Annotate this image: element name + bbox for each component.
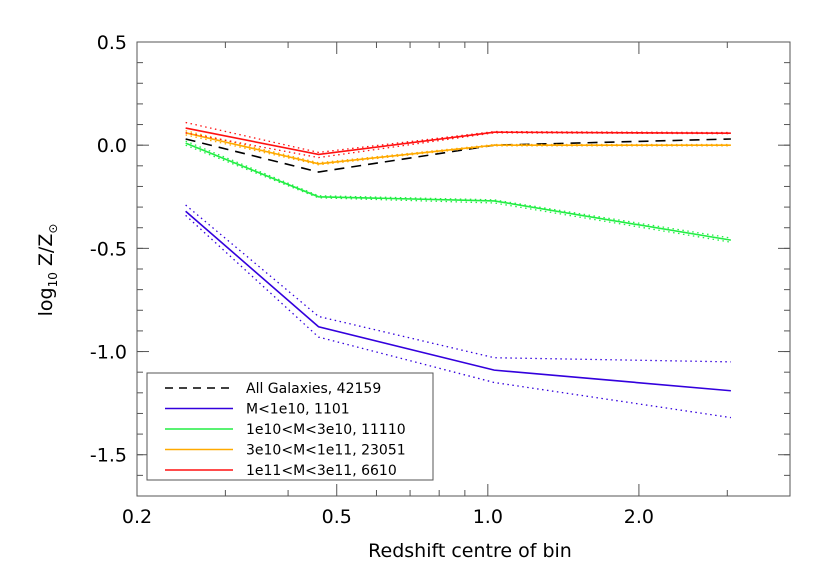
x-tick-label: 1.0: [473, 506, 503, 528]
series-line: [185, 142, 732, 241]
error-lower-line: [185, 134, 731, 166]
y-axis-label: log10 Z/Z⊙: [35, 224, 60, 317]
axes: 0.2 0.5 1.0 2.0 0.5 0.0 -0.5 -1.0 -1.5: [90, 32, 791, 528]
legend-label: M<1e10, 1101: [246, 402, 350, 418]
legend-label: All Galaxies, 42159: [246, 381, 381, 397]
y-tick-label: -1.0: [90, 342, 127, 364]
y-tick-label: 0.0: [97, 135, 127, 157]
x-tick-label: 0.2: [122, 506, 152, 528]
legend-label: 1e11<M<3e11, 6610: [246, 463, 397, 479]
error-upper-line: [185, 130, 731, 164]
series-line: [185, 132, 731, 165]
legend: All Galaxies, 42159 M<1e10, 1101 1e10<M<3e…: [146, 372, 434, 481]
x-tick-label: 2.0: [624, 506, 654, 528]
y-tick-label: -1.5: [90, 445, 127, 467]
legend-box: [146, 372, 434, 481]
series-line: [185, 127, 731, 156]
series-line: [185, 138, 731, 173]
x-tick-label: 0.5: [322, 506, 352, 528]
series-line: [185, 210, 731, 392]
y-tick-label: 0.5: [97, 32, 127, 54]
series-group: [185, 121, 732, 419]
y-tick-label: -0.5: [90, 238, 127, 260]
error-lower-line: [185, 144, 732, 243]
x-axis-label: Redshift centre of bin: [368, 540, 572, 562]
error-upper-line: [185, 140, 731, 239]
legend-label: 1e10<M<3e10, 11110: [246, 422, 406, 438]
legend-label: 3e10<M<1e11, 23051: [246, 443, 406, 459]
error-lower-line: [185, 214, 731, 419]
